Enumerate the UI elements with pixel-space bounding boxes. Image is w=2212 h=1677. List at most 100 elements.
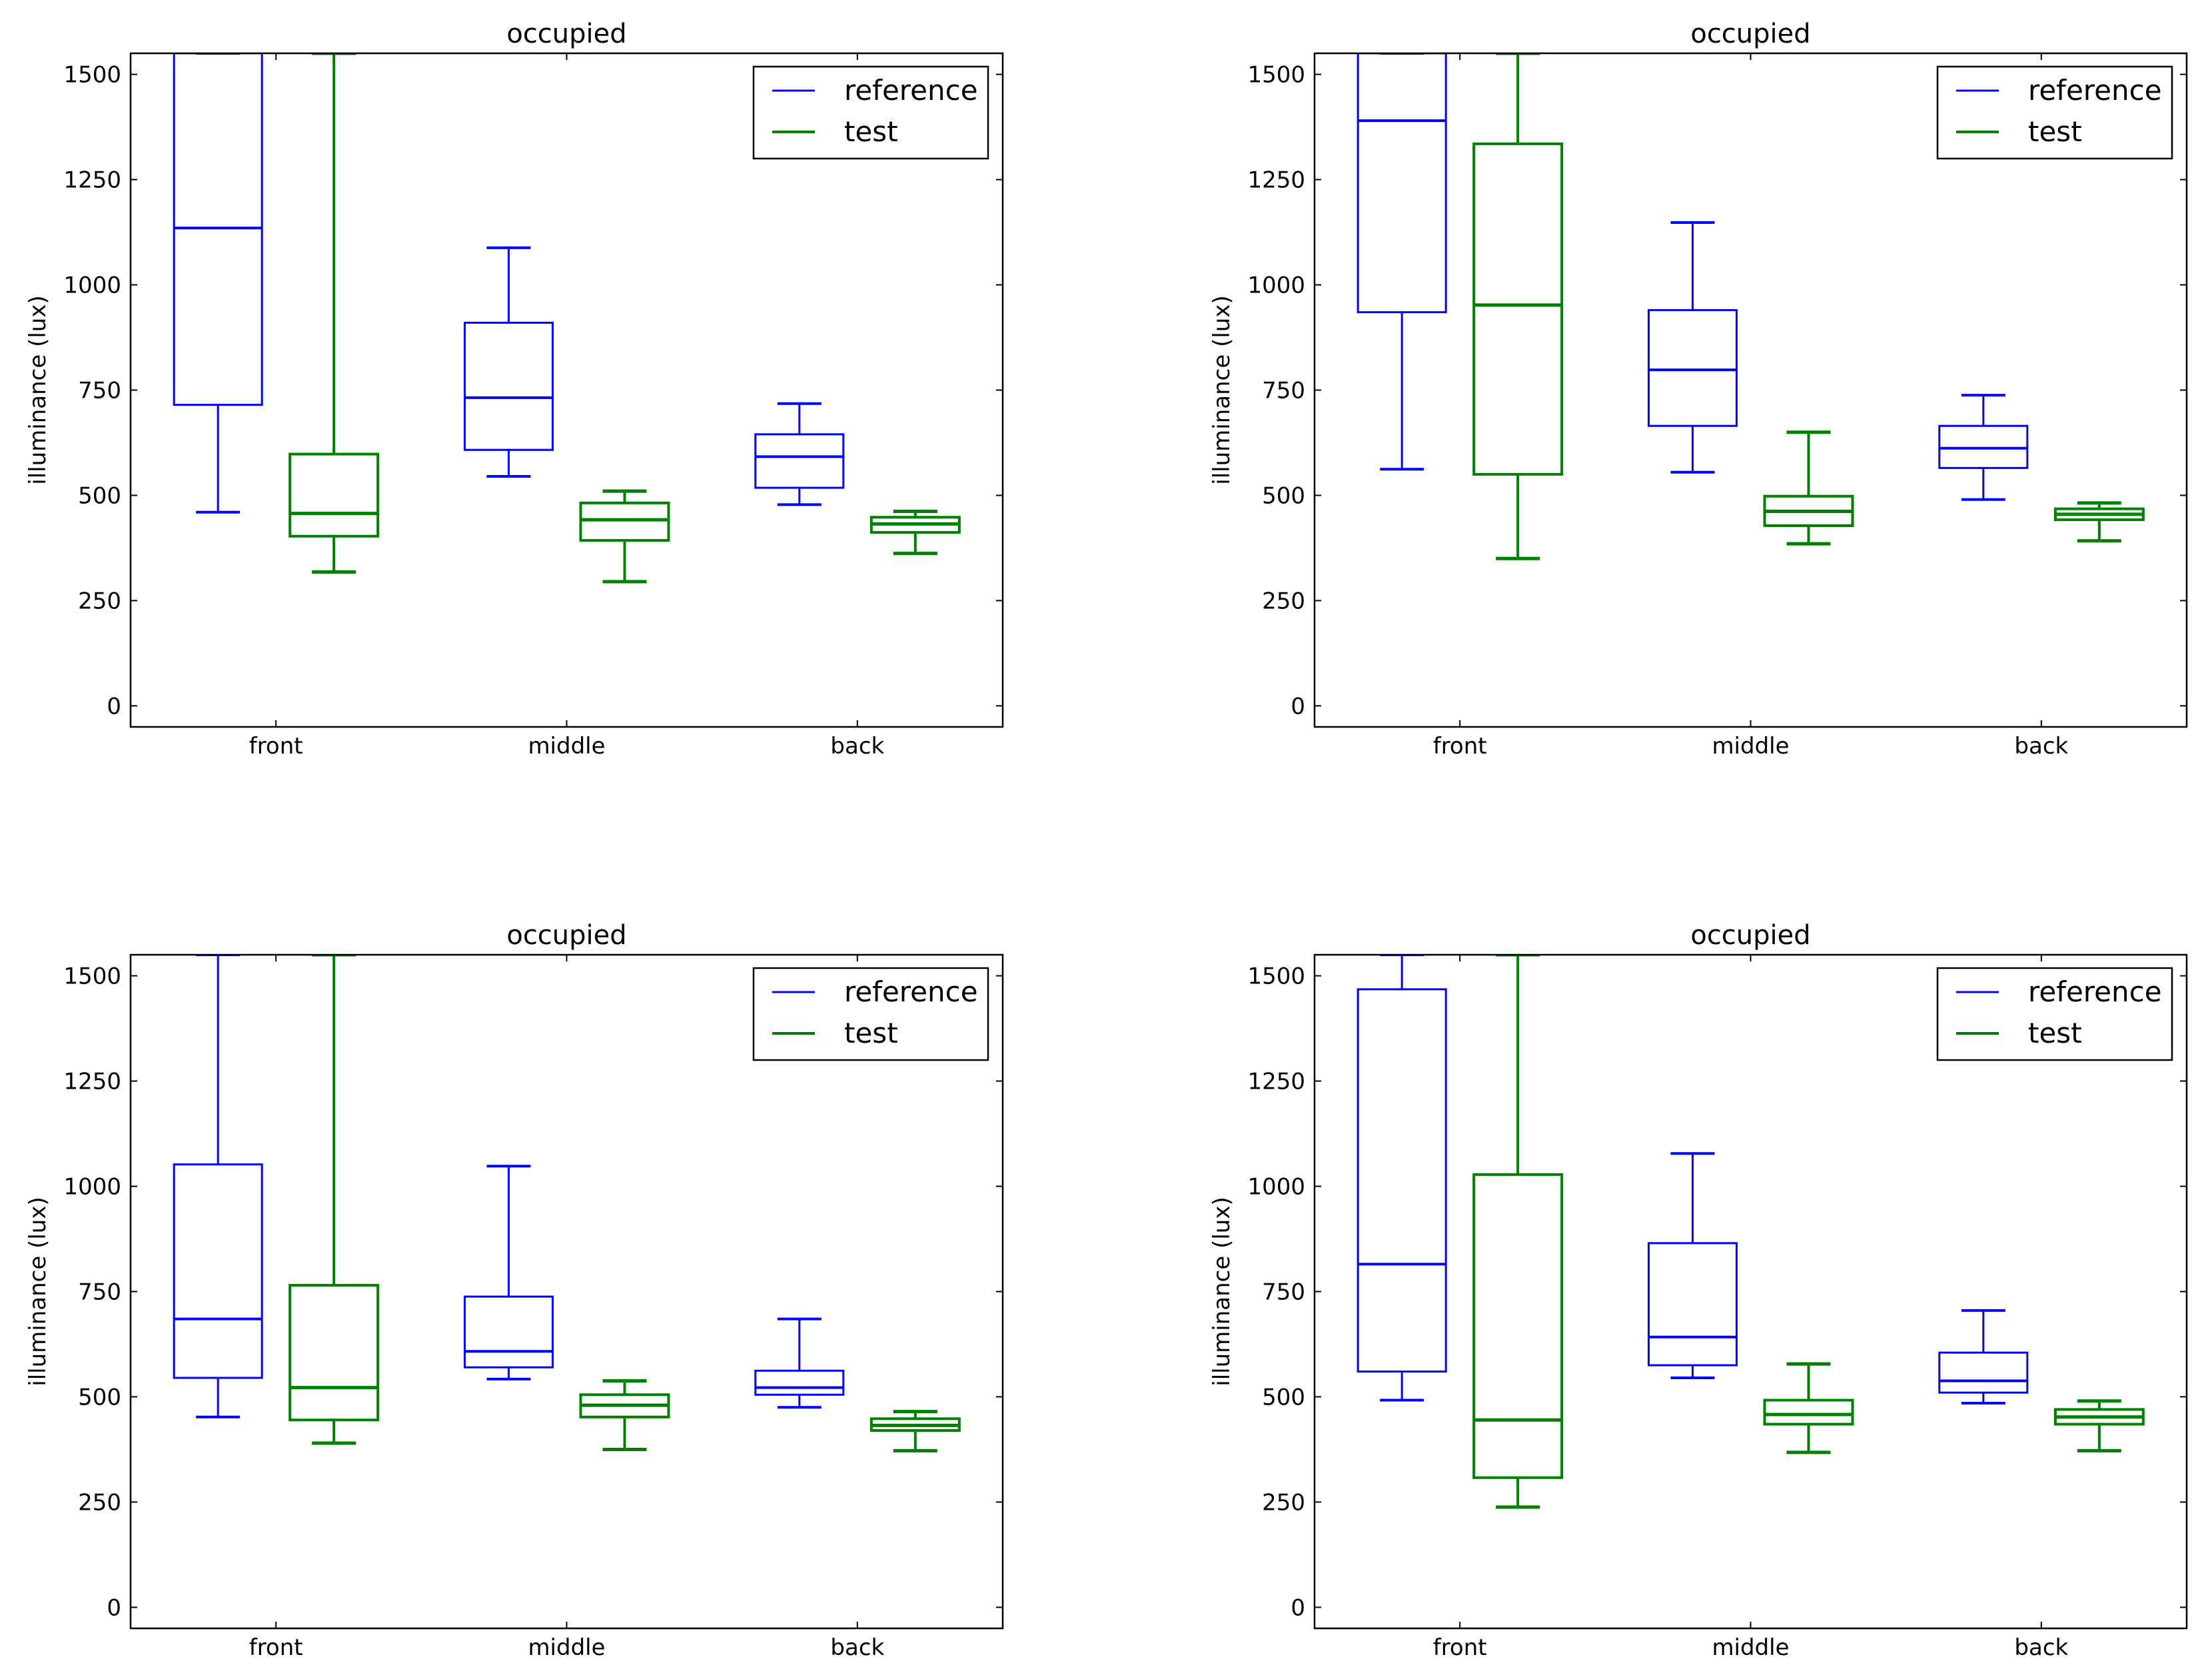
y-tick-label: 500 [78,1384,121,1410]
box-iqr [1763,1398,1854,1426]
box-test-middle [579,1379,670,1451]
chart-panel-bottom-left: occupied illuminance (lux) 0 250 500 750 1000 1… [25,920,1004,1661]
box-test-front [288,53,380,574]
box-test-back [2053,501,2145,543]
y-tick-label: 750 [1262,1279,1305,1306]
chart-title: occupied [1690,920,1810,951]
box-reference-middle [464,246,554,478]
box-reference-front [1357,955,1447,1402]
legend-box [1936,65,2173,160]
box-iqr [288,452,380,538]
box-iqr [1357,53,1447,314]
legend: reference test [1936,967,2173,1061]
y-axis-label: illuminance (lux) [25,1197,51,1386]
chart-title: occupied [1690,19,1810,49]
legend: reference test [752,65,989,160]
y-tick-label: 1500 [1247,963,1305,990]
box-test-back [869,1410,961,1452]
y-tick-label: 1000 [1247,273,1305,299]
chart-title: occupied [506,19,626,49]
y-tick-label: 1250 [63,1069,121,1095]
y-tick-label: 1250 [63,167,121,194]
box-iqr [1648,308,1738,427]
y-tick-label: 750 [78,378,121,404]
y-tick-label: 250 [78,588,121,614]
y-tick-label: 250 [1262,1489,1305,1516]
box-iqr [1357,988,1447,1373]
y-tick-label: 0 [107,693,121,720]
y-tick-label: 250 [78,1489,121,1516]
x-tick-label-middle: middle [1712,733,1789,760]
y-axis-label: illuminance (lux) [1209,1197,1235,1386]
x-tick-label-front: front [249,733,303,760]
box-reference-front [173,955,263,1418]
y-tick-label: 750 [78,1279,121,1306]
legend-label-reference: reference [844,975,978,1008]
x-tick-label-back: back [2014,1634,2068,1661]
box-iqr [464,1295,554,1369]
box-test-front [1472,53,1564,560]
axes-frame [129,52,1004,728]
box-iqr [1938,1351,2029,1394]
box-marks [1357,955,2145,1509]
box-test-middle [1763,1362,1854,1454]
y-tick-label: 1000 [63,1174,121,1201]
box-reference-back [754,1317,845,1409]
box-test-front [1472,955,1564,1509]
box-iqr [173,1163,263,1379]
legend-label-test: test [2028,115,2082,148]
box-test-middle [579,489,670,584]
y-tick-label: 500 [1262,482,1305,509]
y-tick-label: 1250 [1247,1069,1305,1095]
x-tick-label-front: front [1433,733,1487,760]
y-tick-label: 1000 [1247,1174,1305,1201]
legend-label-test: test [844,115,898,148]
x-tick-label-middle: middle [528,1634,605,1661]
axes-frame [1313,953,2188,1630]
y-tick-label: 1250 [1247,167,1305,194]
box-test-back [869,509,961,556]
chart-panel-top-right: occupied illuminance (lux) 0 250 500 750 1000 1… [1209,19,2188,760]
box-reference-middle [1648,221,1738,474]
box-reference-back [1938,394,2029,501]
legend-label-reference: reference [2028,975,2162,1008]
y-axis-label: illuminance (lux) [1209,295,1235,484]
box-reference-back [1938,1309,2029,1404]
box-iqr [1648,1242,1738,1367]
legend: reference test [1936,65,2173,160]
legend-label-reference: reference [2028,74,2162,107]
box-marks [1357,53,2145,560]
y-tick-label: 0 [1291,1594,1305,1621]
x-tick-label-middle: middle [528,733,605,760]
legend-box [1936,967,2173,1061]
legend-box [752,65,989,160]
y-tick-label: 250 [1262,588,1305,614]
box-iqr [464,321,554,451]
y-tick-label: 0 [1291,693,1305,720]
box-marks [173,53,961,584]
box-reference-front [173,53,263,514]
legend-box [752,967,989,1061]
y-tick-label: 1500 [63,62,121,89]
box-marks [173,955,961,1452]
box-iqr [579,501,670,542]
x-tick-label-middle: middle [1712,1634,1789,1661]
box-test-middle [1763,430,1854,546]
x-tick-label-back: back [2014,733,2068,760]
box-test-front [288,955,380,1445]
x-tick-label-back: back [830,1634,884,1661]
x-tick-label-back: back [830,733,884,760]
box-iqr [754,433,845,489]
y-tick-label: 1500 [1247,62,1305,89]
axes-frame [129,953,1004,1630]
x-tick-label-front: front [1433,1634,1487,1661]
y-tick-label: 1000 [63,273,121,299]
box-reference-middle [1648,1152,1738,1380]
box-iqr [754,1369,845,1396]
chart-panel-bottom-right: occupied illuminance (lux) 0 250 500 750 1000 1… [1209,920,2188,1661]
y-axis-label: illuminance (lux) [25,295,51,484]
box-reference-back [754,402,845,506]
chart-title: occupied [506,920,626,951]
box-iqr [288,1284,380,1422]
